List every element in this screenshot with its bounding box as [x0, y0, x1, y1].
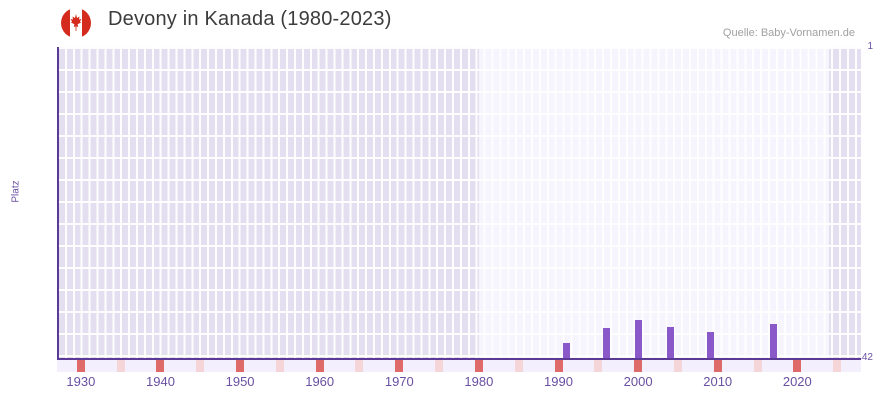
decade-marker-1965: [355, 360, 364, 372]
decade-marker-1995: [594, 360, 603, 372]
decade-marker-1935: [116, 360, 125, 372]
decade-marker-2005: [673, 360, 682, 372]
decade-marker-2015: [753, 360, 762, 372]
x-axis-tick-1970: 1970: [384, 374, 414, 389]
bar-1996[interactable]: [603, 328, 611, 359]
x-axis-tick-1930: 1930: [66, 374, 96, 389]
source-attribution: Quelle: Baby-Vornamen.de: [722, 27, 855, 39]
canada-flag-icon: [61, 8, 91, 38]
decade-marker-1980: [474, 360, 483, 372]
x-axis-tick-2020: 2020: [782, 374, 812, 389]
y-axis-tick-top: 1: [867, 41, 873, 52]
decade-marker-1960: [315, 360, 324, 372]
x-axis-tick-1950: 1950: [225, 374, 255, 389]
decade-marker-2010: [713, 360, 722, 372]
bar-2017[interactable]: [770, 324, 778, 359]
flag-band-left: [61, 8, 70, 38]
page-title: Devony in Kanada (1980-2023): [108, 8, 392, 30]
x-axis-tick-1990: 1990: [544, 374, 573, 389]
x-axis-tick-2000: 2000: [623, 374, 653, 389]
y-axis-label: Platz: [10, 180, 22, 203]
chart-header: Devony in Kanada (1980-2023) Quelle: Bab…: [0, 0, 873, 44]
bar-2009[interactable]: [706, 332, 714, 359]
grid-lines: [57, 47, 861, 359]
bar-2000[interactable]: [635, 320, 643, 359]
x-axis-tick-1960: 1960: [305, 374, 335, 389]
decade-marker-1940: [156, 360, 165, 372]
x-axis-tick-1940: 1940: [146, 374, 175, 389]
decade-marker-1985: [514, 360, 523, 372]
x-axis-tick-1980: 1980: [464, 374, 494, 389]
bar-1991[interactable]: [563, 343, 571, 359]
decade-marker-2020: [793, 360, 802, 372]
maple-leaf-icon: [70, 8, 82, 38]
decade-marker-strip: [57, 360, 861, 372]
y-axis-tick-bottom: 4442: [850, 352, 873, 363]
decade-marker-1950: [236, 360, 245, 372]
decade-marker-1970: [395, 360, 404, 372]
y-axis-line: [57, 47, 59, 360]
x-axis-tick-2010: 2010: [703, 374, 733, 389]
decade-marker-2000: [634, 360, 643, 372]
decade-marker-2025: [833, 360, 842, 372]
decade-marker-1990: [554, 360, 563, 372]
decade-marker-1930: [76, 360, 85, 372]
x-axis-line: [57, 358, 861, 360]
decade-marker-1945: [196, 360, 205, 372]
plot-area: [57, 47, 861, 359]
flag-band-right: [82, 8, 91, 38]
decade-marker-1975: [435, 360, 444, 372]
decade-marker-1955: [275, 360, 284, 372]
bar-2004[interactable]: [666, 327, 674, 359]
